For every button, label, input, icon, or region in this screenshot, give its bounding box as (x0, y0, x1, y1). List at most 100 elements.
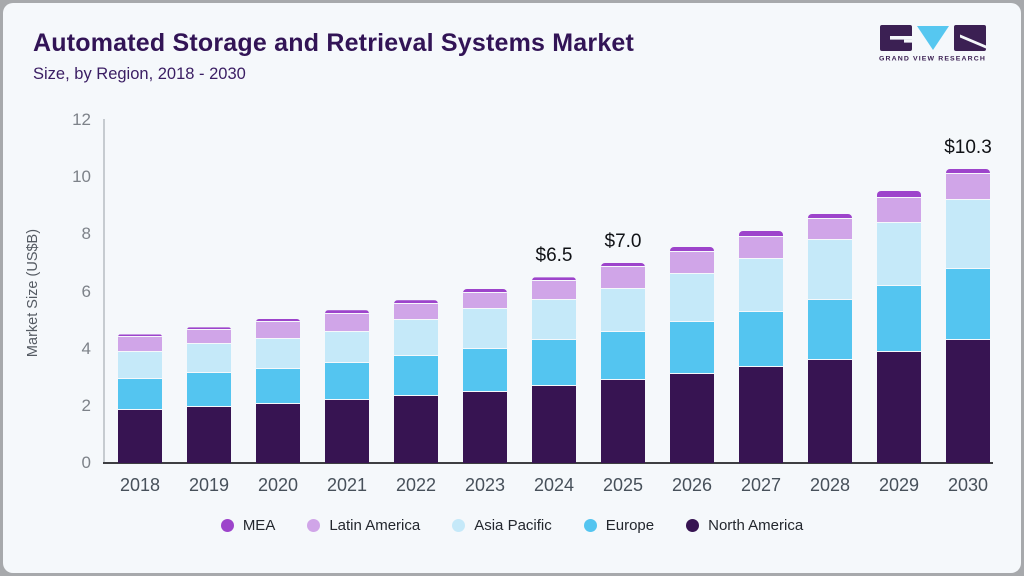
bar-segment-north-america-2023[interactable] (463, 391, 507, 463)
bar-segment-europe-2023[interactable] (463, 348, 507, 392)
bar-segment-latin-america-2018[interactable] (118, 337, 162, 352)
legend-item-north-america[interactable]: North America (686, 517, 803, 534)
x-label-2028: 2028 (809, 475, 851, 495)
bar-segment-asia-pacific-2026[interactable] (670, 274, 714, 322)
bar-segment-north-america-2020[interactable] (256, 404, 300, 463)
bar-segment-latin-america-2021[interactable] (325, 313, 369, 332)
y-tick-4: 4 (81, 338, 91, 358)
bar-segment-asia-pacific-2019[interactable] (187, 344, 231, 373)
bar-segment-asia-pacific-2018[interactable] (118, 351, 162, 379)
bar-segment-north-america-2021[interactable] (325, 400, 369, 463)
bar-segment-mea-2020[interactable] (256, 318, 300, 323)
bar-segment-asia-pacific-2028[interactable] (808, 240, 852, 301)
bar-segment-mea-2018[interactable] (118, 334, 162, 338)
legend-dot-icon (452, 519, 466, 532)
legend-item-europe[interactable]: Europe (583, 517, 655, 534)
y-tick-6: 6 (81, 281, 91, 301)
bar-segment-europe-2029[interactable] (877, 285, 921, 352)
bar-segment-latin-america-2026[interactable] (670, 252, 714, 275)
bar-segment-mea-2029[interactable] (877, 191, 921, 199)
legend-label: Europe (605, 517, 655, 534)
bar-segment-latin-america-2027[interactable] (739, 237, 783, 259)
y-axis-line (103, 119, 105, 463)
bar-segment-europe-2028[interactable] (808, 300, 852, 361)
x-label-2022: 2022 (395, 475, 437, 495)
bar-segment-europe-2020[interactable] (256, 368, 300, 405)
legend-dot-icon (307, 519, 321, 532)
legend-item-latin-america[interactable]: Latin America (307, 517, 420, 534)
bar-segment-mea-2028[interactable] (808, 214, 852, 220)
x-label-2019: 2019 (188, 475, 230, 495)
y-tick-10: 10 (72, 167, 91, 187)
bar-segment-mea-2022[interactable] (394, 300, 438, 305)
x-label-2023: 2023 (464, 475, 506, 495)
x-label-2020: 2020 (257, 475, 299, 495)
bar-segment-mea-2025[interactable] (601, 262, 645, 268)
bar-segment-mea-2026[interactable] (670, 247, 714, 253)
bar-segment-north-america-2024[interactable] (532, 385, 576, 463)
bar-segment-asia-pacific-2029[interactable] (877, 222, 921, 286)
bar-segment-mea-2024[interactable] (532, 277, 576, 282)
bar-segment-asia-pacific-2025[interactable] (601, 288, 645, 332)
bar-segment-latin-america-2019[interactable] (187, 330, 231, 345)
bar-segment-latin-america-2022[interactable] (394, 304, 438, 321)
total-label-2030: $10.3 (944, 136, 992, 158)
bar-segment-europe-2024[interactable] (532, 340, 576, 386)
bar-segment-latin-america-2020[interactable] (256, 322, 300, 339)
bar-segment-europe-2019[interactable] (187, 372, 231, 408)
bar-segment-north-america-2028[interactable] (808, 360, 852, 463)
bar-segment-asia-pacific-2023[interactable] (463, 309, 507, 349)
bar-segment-asia-pacific-2030[interactable] (946, 200, 990, 269)
y-tick-12: 12 (72, 110, 91, 129)
legend-dot-icon (583, 519, 597, 532)
bar-segment-latin-america-2025[interactable] (601, 267, 645, 289)
bar-segment-latin-america-2023[interactable] (463, 292, 507, 310)
legend-label: MEA (242, 517, 276, 534)
bar-segment-mea-2030[interactable] (946, 168, 990, 175)
bar-segment-europe-2027[interactable] (739, 311, 783, 368)
total-label-2025: $7.0 (604, 230, 642, 252)
legend-item-asia-pacific[interactable]: Asia Pacific (452, 517, 552, 534)
legend-label: North America (708, 517, 804, 534)
bar-segment-asia-pacific-2020[interactable] (256, 338, 300, 369)
bar-segment-europe-2025[interactable] (601, 331, 645, 381)
bar-segment-mea-2019[interactable] (187, 327, 231, 331)
bar-segment-latin-america-2024[interactable] (532, 281, 576, 301)
x-label-2025: 2025 (602, 475, 644, 495)
bar-segment-europe-2030[interactable] (946, 268, 990, 341)
bar-segment-north-america-2030[interactable] (946, 340, 990, 463)
bar-segment-north-america-2027[interactable] (739, 367, 783, 463)
legend-item-mea[interactable]: MEA (220, 517, 276, 534)
bar-segment-asia-pacific-2021[interactable] (325, 331, 369, 363)
bar-segment-latin-america-2028[interactable] (808, 219, 852, 241)
bar-segment-north-america-2019[interactable] (187, 407, 231, 463)
bar-segment-europe-2022[interactable] (394, 355, 438, 396)
bar-segment-north-america-2018[interactable] (118, 410, 162, 463)
bar-segment-north-america-2022[interactable] (394, 395, 438, 463)
bar-segment-asia-pacific-2027[interactable] (739, 258, 783, 312)
grand-view-research-logo: GRAND VIEW RESEARCH (879, 25, 987, 68)
bar-segment-mea-2027[interactable] (739, 231, 783, 238)
bar-segment-north-america-2026[interactable] (670, 374, 714, 463)
x-label-2021: 2021 (326, 475, 368, 495)
legend: MEA Latin America Asia Pacific Europe North … (3, 517, 1021, 534)
chart-card: Automated Storage and Retrieval Systems … (3, 3, 1021, 573)
x-axis-line (103, 462, 993, 464)
y-tick-2: 2 (81, 395, 91, 415)
legend-label: Latin America (329, 517, 421, 534)
bar-segment-north-america-2029[interactable] (877, 351, 921, 463)
bar-segment-asia-pacific-2022[interactable] (394, 320, 438, 356)
bar-segment-europe-2026[interactable] (670, 321, 714, 375)
bar-segment-north-america-2025[interactable] (601, 380, 645, 463)
total-label-2024: $6.5 (535, 245, 573, 267)
x-label-2027: 2027 (740, 475, 782, 495)
bar-segment-asia-pacific-2024[interactable] (532, 300, 576, 341)
bar-segment-europe-2021[interactable] (325, 362, 369, 401)
bar-segment-latin-america-2029[interactable] (877, 198, 921, 223)
page-subtitle: Size, by Region, 2018 - 2030 (33, 65, 246, 83)
bar-segment-latin-america-2030[interactable] (946, 174, 990, 201)
bar-segment-europe-2018[interactable] (118, 378, 162, 411)
bar-segment-mea-2023[interactable] (463, 288, 507, 293)
bar-segment-mea-2021[interactable] (325, 310, 369, 314)
x-label-2024: 2024 (533, 475, 575, 495)
